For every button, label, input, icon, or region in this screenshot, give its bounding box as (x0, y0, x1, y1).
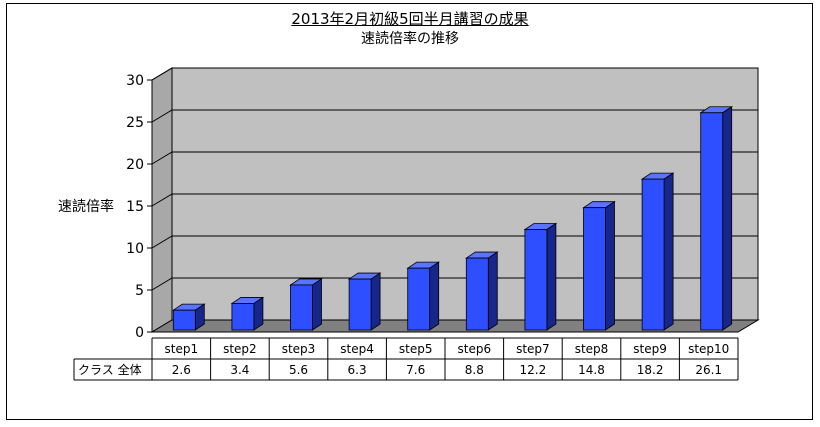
data-value-cell: 2.6 (172, 363, 191, 377)
x-tick-label: step5 (399, 342, 433, 356)
series-label: クラス 全体 (78, 362, 142, 377)
y-tick-label: 0 (135, 325, 144, 341)
data-value-cell: 3.4 (230, 363, 249, 377)
bar-side (663, 172, 674, 331)
data-value-cell: 18.2 (637, 363, 664, 377)
bar (290, 284, 313, 331)
gridline (151, 235, 758, 249)
y-tick-label: 10 (126, 241, 144, 257)
x-tick-label: step7 (516, 342, 550, 356)
y-tick-label: 15 (126, 199, 144, 215)
gridline (151, 277, 758, 291)
bar-side (312, 278, 322, 331)
bar (348, 278, 372, 331)
data-value-cell: 5.6 (289, 363, 308, 377)
y-tick-label: 25 (126, 115, 144, 131)
x-tick-label: step4 (340, 342, 374, 356)
x-tick-label: step10 (688, 342, 729, 356)
bar-side (546, 222, 557, 331)
gridline (151, 193, 758, 207)
y-tick-label: 20 (126, 157, 144, 173)
bar (231, 303, 255, 331)
x-tick-label: step6 (458, 342, 492, 356)
bar-side (429, 261, 440, 331)
x-tick-label: step3 (282, 342, 316, 356)
bar-side (253, 296, 264, 331)
bar (172, 309, 196, 331)
data-value-cell: 8.8 (465, 363, 484, 377)
bar-side (605, 200, 615, 331)
data-value-cell: 26.1 (695, 363, 722, 377)
gridline (151, 67, 758, 81)
y-tick-label: 5 (135, 283, 144, 299)
x-tick-label: step1 (165, 342, 199, 356)
chart-title: 2013年2月初級5回半月講習の成果 (291, 10, 529, 28)
gridline (151, 151, 758, 165)
bar (583, 207, 606, 331)
bar-side (370, 272, 381, 331)
chart-subtitle: 速読倍率の推移 (361, 31, 459, 47)
data-value-cell: 7.6 (406, 363, 425, 377)
bar (700, 112, 724, 331)
bar (407, 267, 431, 331)
bar (641, 178, 665, 331)
x-tick-label: step2 (223, 342, 257, 356)
x-tick-label: step9 (633, 342, 667, 356)
data-value-cell: 6.3 (348, 363, 367, 377)
x-tick-label: step8 (575, 342, 609, 356)
bar (465, 257, 489, 331)
bar-side (487, 251, 498, 331)
bar (524, 229, 548, 331)
data-value-cell: 14.8 (578, 363, 605, 377)
y-tick-label: 30 (126, 73, 144, 89)
gridline (151, 109, 758, 123)
y-axis-label: 速読倍率 (58, 199, 114, 215)
data-value-cell: 12.2 (520, 363, 547, 377)
bar-side (722, 106, 733, 331)
